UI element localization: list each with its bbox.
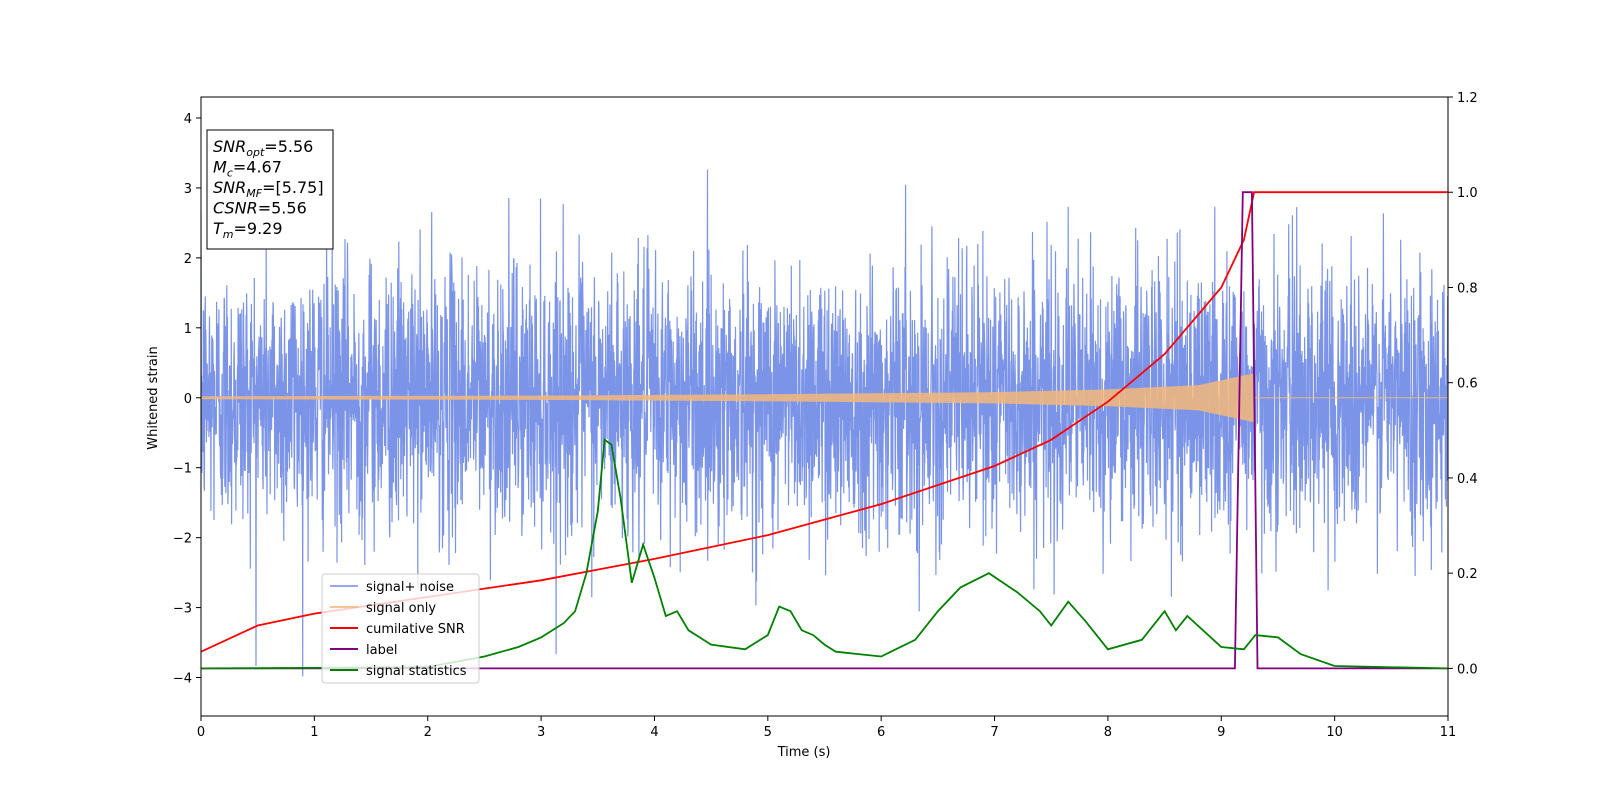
x-tick-label: 5 — [764, 725, 772, 740]
y-left-tick-label: −3 — [173, 602, 192, 617]
plot-frame — [200, 96, 1449, 717]
y-left-tick-label: 4 — [184, 112, 192, 127]
legend-label: signal only — [366, 601, 436, 616]
y-left-tick-label: −2 — [173, 532, 192, 547]
x-tick-label: 6 — [877, 725, 885, 740]
x-tick-label: 0 — [197, 725, 205, 740]
legend-label: signal statistics — [366, 664, 467, 679]
legend: signal+ noise signal only cumilative SNR la… — [321, 573, 480, 684]
x-axis-label: Time (s) — [777, 745, 831, 760]
y-right-tick-label: 0.6 — [1457, 377, 1478, 392]
axes: 0 1 2 3 4 5 6 7 8 9 10 11 −4 −3 −2 −1 0 1 2 3 4 0.0 0.2 0.4 0.6 0… — [173, 91, 1478, 740]
y-left-tick-label: 0 — [184, 392, 192, 407]
y-axis-label: Whitened strain — [146, 346, 161, 449]
x-tick-label: 2 — [424, 725, 432, 740]
info-line: CSNR=5.56 — [213, 199, 307, 218]
x-tick-label: 3 — [537, 725, 545, 740]
x-tick-label: 8 — [1104, 725, 1112, 740]
legend-label: cumilative SNR — [366, 622, 465, 637]
info-box-frame — [206, 129, 334, 250]
y-right-tick-label: 0.2 — [1457, 567, 1478, 582]
series-signal-only-line — [201, 373, 1448, 423]
x-tick-label: 11 — [1440, 725, 1457, 740]
y-left-tick-label: 3 — [184, 182, 192, 197]
y-right-tick-label: 0.4 — [1457, 472, 1478, 487]
y-left-tick-label: 1 — [184, 322, 192, 337]
legend-label: label — [366, 643, 397, 658]
info-line: SNRopt=5.56 — [213, 137, 313, 159]
x-tick-label: 10 — [1326, 725, 1343, 740]
y-right-tick-label: 0.8 — [1457, 281, 1478, 296]
y-left-tick-label: −4 — [173, 672, 192, 687]
y-left-tick-label: −1 — [173, 462, 192, 477]
x-tick-label: 7 — [990, 725, 998, 740]
info-line: SNRMF=[5.75] — [213, 178, 324, 200]
series-signal-statistics-line — [201, 438, 1448, 670]
y-left-tick-label: 2 — [184, 252, 192, 267]
x-tick-label: 1 — [310, 725, 318, 740]
info-line: Mc=4.67 — [213, 158, 282, 180]
info-line: Tm=9.29 — [213, 219, 283, 241]
y-right-tick-label: 0.0 — [1457, 662, 1478, 677]
info-box: SNRopt=5.56Mc=4.67SNRMF=[5.75]CSNR=5.56T… — [206, 129, 334, 250]
x-tick-label: 4 — [650, 725, 658, 740]
y-right-tick-label: 1.0 — [1457, 186, 1478, 201]
legend-box — [321, 573, 480, 684]
x-tick-label: 9 — [1217, 725, 1225, 740]
y-right-tick-label: 1.2 — [1457, 91, 1478, 106]
series-label-line — [201, 191, 1448, 670]
legend-label: signal+ noise — [366, 580, 454, 595]
